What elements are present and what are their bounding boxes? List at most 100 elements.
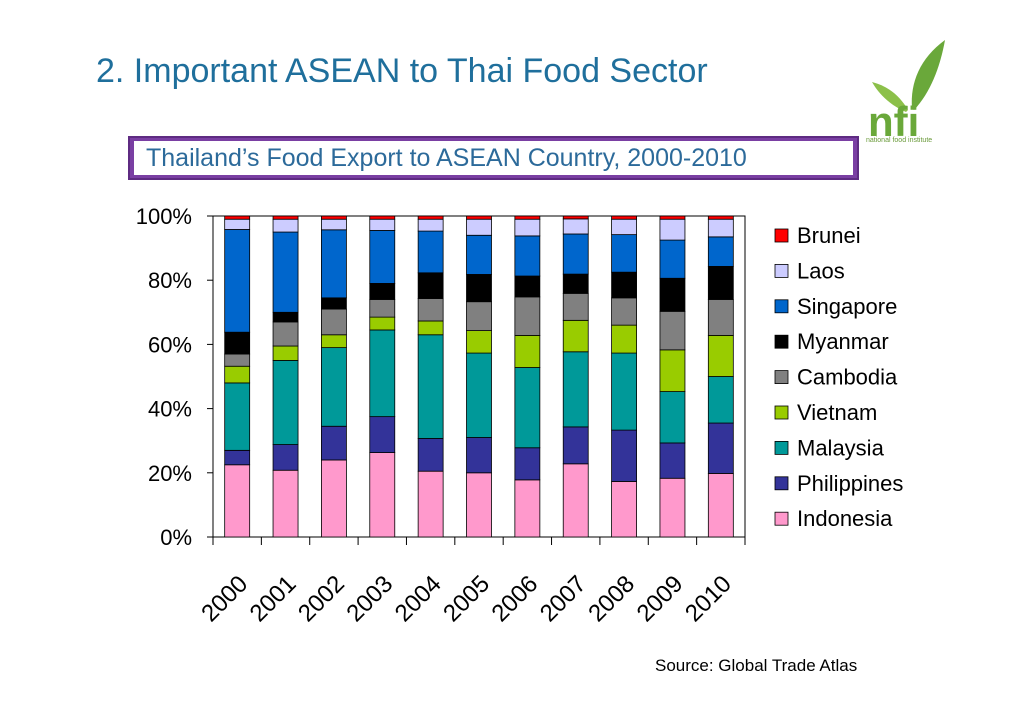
bar-segment-myanmar-2009: [659, 277, 686, 312]
bar-segment-cambodia-2000: [224, 353, 251, 367]
bar-segment-brunei-2000: [224, 215, 251, 220]
bar-segment-singapore-2010: [707, 236, 734, 267]
nfi-logo: nfi: [868, 40, 945, 145]
bar-segment-brunei-2001: [272, 215, 299, 220]
y-tick-label: 80%: [148, 268, 192, 293]
legend-swatch-indonesia: [774, 511, 789, 526]
bar-segment-cambodia-2005: [466, 301, 492, 331]
bar-segment-indonesia-2010: [707, 473, 734, 538]
legend-swatch-singapore: [774, 299, 789, 314]
y-tick-label: 40%: [148, 397, 192, 422]
bar-segment-malaysia-2008: [611, 352, 637, 431]
bar-segment-vietnam-2008: [611, 324, 637, 354]
bar-segment-vietnam-2001: [272, 345, 299, 361]
bar-segment-laos-2010: [707, 218, 734, 238]
legend-label-malaysia: Malaysia: [797, 435, 885, 460]
bar-segment-indonesia-2009: [659, 477, 686, 538]
bar-segment-laos-2006: [514, 218, 541, 237]
bar-segment-malaysia-2000: [224, 382, 251, 451]
x-tick-label: 2006: [487, 570, 544, 627]
bar-segment-cambodia-2001: [272, 321, 299, 347]
source-note: Source: Global Trade Atlas: [655, 656, 858, 675]
logo-text: nfi: [868, 98, 919, 145]
x-tick-label: 2010: [680, 570, 737, 627]
bar-segment-philippines-2010: [707, 422, 734, 474]
x-tick-label: 2003: [341, 570, 398, 627]
y-tick-label: 60%: [148, 332, 192, 357]
legend-label-cambodia: Cambodia: [797, 365, 898, 390]
bar-segment-brunei-2008: [611, 215, 637, 220]
bar-segment-indonesia-2004: [417, 470, 444, 538]
bar-segment-philippines-2003: [369, 416, 396, 453]
legend-swatch-myanmar: [774, 334, 789, 349]
bar-segment-malaysia-2010: [707, 376, 734, 424]
bar-segment-malaysia-2001: [272, 360, 299, 445]
chart-title-banner: Thailand’s Food Export to ASEAN Country,…: [128, 136, 859, 180]
bar-segment-myanmar-2007: [562, 273, 589, 294]
bar-segment-indonesia-2005: [466, 472, 492, 538]
bar-segment-vietnam-2009: [659, 349, 686, 392]
bar-segment-vietnam-2010: [707, 335, 734, 377]
bar-segment-cambodia-2004: [417, 298, 444, 322]
bar-segment-indonesia-2002: [321, 459, 347, 538]
x-tick-label: 2007: [535, 570, 592, 627]
bar-segment-vietnam-2005: [466, 330, 492, 354]
bar-segment-cambodia-2006: [514, 296, 541, 336]
bar-segment-laos-2008: [611, 218, 637, 236]
x-tick-label: 2000: [196, 570, 253, 627]
legend-label-brunei: Brunei: [797, 223, 861, 248]
bar-segment-vietnam-2007: [562, 319, 589, 353]
bar-segment-laos-2001: [272, 218, 299, 233]
bar-segment-cambodia-2008: [611, 297, 637, 326]
bar-segment-laos-2005: [466, 218, 492, 236]
legend-label-indonesia: Indonesia: [797, 506, 893, 531]
bar-segment-brunei-2002: [321, 215, 347, 220]
bar-segment-indonesia-2007: [562, 463, 589, 538]
bar-segment-brunei-2007: [562, 215, 589, 220]
bar-segment-cambodia-2002: [321, 308, 347, 336]
bar-segment-malaysia-2005: [466, 352, 492, 438]
bar-segment-myanmar-2008: [611, 271, 637, 299]
x-tick-label: 2005: [438, 570, 495, 627]
x-tick-label: 2002: [293, 570, 350, 627]
legend-swatch-brunei: [774, 228, 789, 243]
legend-swatch-laos: [774, 263, 789, 278]
y-tick-label: 0%: [160, 525, 192, 550]
slide-title: 2. Important ASEAN to Thai Food Sector: [96, 52, 708, 90]
bar-segment-singapore-2007: [562, 233, 589, 275]
bar-segment-myanmar-2002: [321, 297, 347, 310]
bar-segment-myanmar-2006: [514, 275, 541, 298]
bar-segment-myanmar-2003: [369, 283, 396, 300]
bar-segment-laos-2002: [321, 218, 347, 231]
bar-segment-malaysia-2002: [321, 347, 347, 427]
bar-segment-indonesia-2006: [514, 479, 541, 538]
bar-segment-singapore-2004: [417, 230, 444, 274]
legend-swatch-philippines: [774, 476, 789, 491]
bar-segment-laos-2007: [562, 218, 589, 235]
bar-segment-vietnam-2003: [369, 316, 396, 331]
bar-segment-malaysia-2009: [659, 391, 686, 444]
bar-segment-malaysia-2006: [514, 367, 541, 449]
bar-segment-vietnam-2004: [417, 320, 444, 336]
bar-segment-brunei-2003: [369, 215, 396, 220]
legend-label-singapore: Singapore: [797, 294, 897, 319]
x-tick-label: 2001: [245, 570, 302, 627]
bar-segment-laos-2009: [659, 218, 686, 241]
bar-segment-brunei-2006: [514, 215, 541, 220]
legend-label-philippines: Philippines: [797, 471, 903, 496]
bar-segment-philippines-2005: [466, 437, 492, 474]
bar-segment-vietnam-2002: [321, 334, 347, 349]
y-tick-label: 100%: [136, 204, 192, 229]
x-tick-label: 2004: [390, 570, 447, 627]
bar-segment-singapore-2002: [321, 229, 347, 299]
bar-segment-myanmar-2005: [466, 274, 492, 303]
bar-segment-philippines-2004: [417, 438, 444, 472]
bar-segment-cambodia-2003: [369, 299, 396, 318]
bar-segment-singapore-2008: [611, 234, 637, 273]
bar-segment-malaysia-2003: [369, 329, 396, 418]
bar-segment-philippines-2009: [659, 442, 686, 479]
logo-subtitle: national food institute: [866, 137, 933, 144]
bar-segment-myanmar-2000: [224, 331, 251, 355]
legend-swatch-vietnam: [774, 405, 789, 420]
